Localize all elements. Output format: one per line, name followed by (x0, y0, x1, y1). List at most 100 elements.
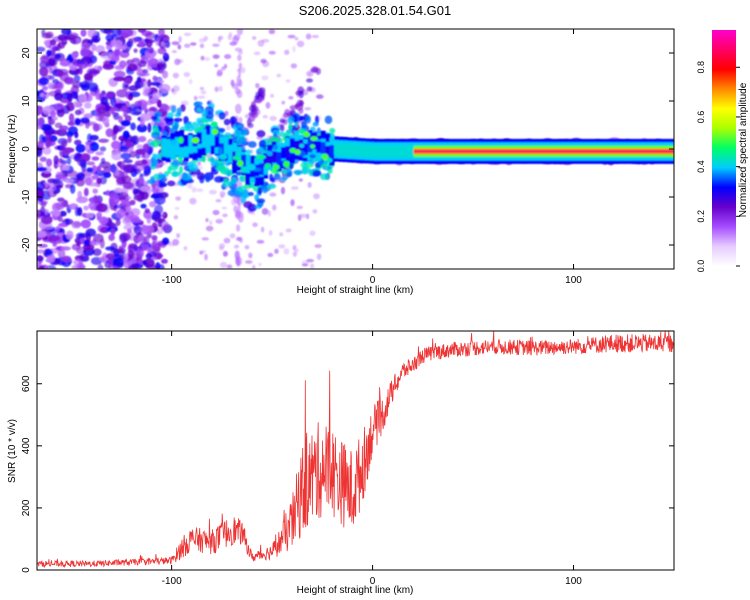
spectrogram-blob-655 (158, 191, 169, 199)
spectrogram-blob-1140 (261, 75, 269, 81)
spectrogram-blob-1643 (150, 115, 158, 121)
spectrogram-blob-817 (38, 77, 50, 86)
spectrogram-blob-1038 (178, 35, 182, 43)
spectrogram-blob-167 (105, 128, 114, 138)
spectrogram-blob-1150 (220, 193, 225, 199)
spectrogram-blob-478 (98, 138, 109, 143)
spectrogram-ridge-cell-117 (166, 139, 171, 158)
spectrogram-ridge-cell-420 (524, 150, 529, 153)
spectrogram-blob-1097 (256, 239, 265, 244)
spectrogram-ytick-label-2: 0 (21, 146, 32, 152)
spectrogram-blob-835 (100, 96, 109, 106)
spectrogram-blob-1039 (193, 95, 198, 101)
spectrogram-blob-572 (90, 241, 101, 246)
spectrogram-blob-1073 (218, 85, 223, 92)
spectrogram-ridge-cell-240 (250, 165, 255, 178)
spectrogram-blob-928 (214, 63, 219, 68)
spectrogram-blob-1695 (231, 186, 236, 193)
spectrogram-blob-1675 (215, 165, 225, 172)
spectrogram-blob-1143 (221, 206, 228, 210)
spectrogram-blob-1530 (154, 153, 164, 159)
spectrogram-blob-556 (130, 208, 141, 217)
spectrogram-blob-1131 (186, 183, 193, 189)
spectrogram-blob-1056 (199, 43, 205, 49)
spectrogram-ridge-cell-445 (634, 150, 640, 153)
spectrogram-ridge-cell-453 (669, 150, 674, 153)
spectrogram-blob-922 (252, 36, 257, 40)
spectrogram-ridge (161, 121, 674, 186)
spectrogram-ridge-cell-272 (391, 145, 397, 158)
spectrogram-blob-629 (71, 52, 79, 59)
spectrogram-blob-786 (92, 123, 100, 132)
spectrogram-blob-752 (88, 82, 99, 92)
spectrogram-blob-869 (118, 245, 124, 254)
spectrogram-blob-565 (144, 208, 150, 214)
snr-ytick-label-1: 200 (21, 499, 32, 516)
spectrogram-blob-808 (127, 249, 135, 259)
spectrogram-blob-1722 (257, 187, 263, 195)
spectrogram-blob-1724 (181, 173, 192, 181)
spectrogram-blob-805 (138, 40, 145, 47)
spectrogram-blob-1714 (230, 177, 238, 184)
spectrogram-blob-1613 (256, 198, 266, 204)
spectrogram-blob-348 (83, 102, 92, 109)
spectrogram-blob-897 (156, 252, 163, 260)
spectrogram-blob-422 (137, 60, 147, 68)
spectrogram-blob-1043 (176, 233, 181, 239)
spectrogram-blob-1668 (236, 124, 243, 129)
spectrogram-blob-649 (111, 29, 122, 37)
spectrogram-ridge-cell-270 (382, 145, 388, 158)
spectrogram-blob-858 (37, 181, 46, 192)
colorbar-gradient (712, 30, 736, 266)
spectrogram-blob-1170 (237, 202, 241, 214)
spectrogram-blob-540 (113, 124, 119, 135)
spectrogram-blob-1079 (290, 63, 298, 69)
spectrogram-blob-1049 (252, 264, 256, 269)
spectrogram-ridge-cell-233 (183, 135, 189, 147)
spectrogram-ridge-cell-436 (594, 150, 600, 153)
spectrogram-ridge-cell-268 (373, 145, 379, 158)
spectrogram-blob-935 (208, 189, 217, 195)
spectrogram-blob-1147 (200, 90, 207, 95)
spectrogram-blob-1707 (285, 131, 292, 136)
spectrogram-ridge-cell-261 (342, 143, 348, 156)
spectrogram-ridge-cell-122 (188, 135, 193, 154)
spectrogram-ylabel: Frequency (Hz) (7, 115, 18, 184)
spectrogram-blob-1032 (223, 237, 231, 244)
colorbar-tick-label-4: 0.8 (696, 61, 706, 74)
spectrogram-blob-446 (95, 151, 104, 156)
spectrogram-blob-549 (120, 152, 132, 160)
spectrogram-blob-632 (138, 135, 147, 143)
spectrogram-blob-1237 (279, 124, 285, 132)
spectrogram-blob-1637 (261, 186, 269, 194)
spectrogram-blob-687 (145, 100, 154, 106)
spectrogram-blob-1479 (159, 182, 168, 188)
spectrogram-ridge-cell-434 (585, 150, 591, 153)
spectrogram-blob-1711 (168, 164, 179, 171)
spectrogram-ridge-cell-444 (630, 150, 636, 153)
spectrogram-ridge-cell-409 (475, 150, 481, 153)
spectrogram-blob-937 (255, 82, 260, 89)
spectrogram-blob-1552 (183, 116, 189, 124)
spectrogram-blob-1142 (260, 58, 267, 64)
spectrogram-blob-810 (112, 40, 123, 48)
spectrogram-blob-923 (162, 37, 169, 42)
spectrogram-ridge-cell-452 (665, 150, 671, 153)
spectrogram-ridge-cell-119 (174, 137, 180, 156)
spectrogram-ridge-cell-235 (196, 132, 202, 144)
spectrogram-blob-613 (67, 121, 76, 126)
spectrogram-blob-620 (73, 100, 81, 108)
spectrogram-blob-876 (142, 143, 150, 153)
spectrogram-ridge-cell-267 (369, 145, 375, 157)
spectrogram-blob-650 (124, 215, 131, 223)
spectrogram-blob-439 (123, 159, 133, 164)
spectrogram-blob-737 (47, 82, 54, 90)
spectrogram-blob-766 (154, 217, 166, 223)
spectrogram-blob-1715 (173, 117, 183, 123)
spectrogram-ridge-cell-439 (608, 150, 613, 153)
spectrogram-blob-1677 (259, 139, 266, 145)
spectrogram-blob-861 (84, 143, 91, 153)
spectrogram-blob-938 (305, 213, 310, 220)
spectrogram-ridge-cell-264 (356, 144, 361, 157)
